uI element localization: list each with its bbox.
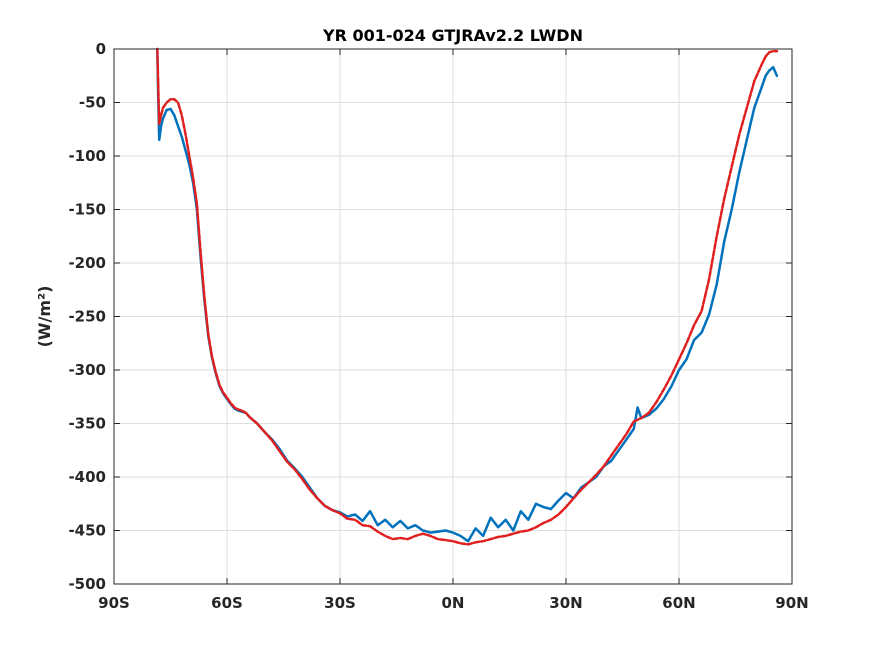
x-tick-label: 60S [211,594,243,612]
y-tick-label: -200 [68,254,106,272]
x-tick-label: 90S [98,594,130,612]
y-tick-label: -450 [68,522,106,540]
y-tick-label: -500 [68,575,106,593]
y-tick-label: -400 [68,468,106,486]
series-line-2 [156,47,779,546]
grid-lines [114,49,792,584]
y-tick-label: -150 [68,201,106,219]
y-axis-label: (W/m²) [35,286,54,348]
x-tick-label: 60N [662,594,695,612]
axis-ticks: 90S 60S 30S 0N 30N 60N 90N 0 -50 -100 -150 -200 -250… [68,40,808,612]
y-tick-label: -350 [68,415,106,433]
y-tick-label: -300 [68,361,106,379]
x-tick-label: 0N [442,594,465,612]
x-tick-label: 30S [324,594,356,612]
y-tick-label: -250 [68,308,106,326]
y-tick-label: -50 [79,94,106,112]
x-tick-label: 30N [549,594,582,612]
y-tick-label: -100 [68,147,106,165]
x-tick-label: 90N [775,594,808,612]
data-series [156,47,779,546]
chart-title: YR 001-024 GTJRAv2.2 LWDN [322,26,583,45]
y-tick-label: 0 [96,40,106,58]
